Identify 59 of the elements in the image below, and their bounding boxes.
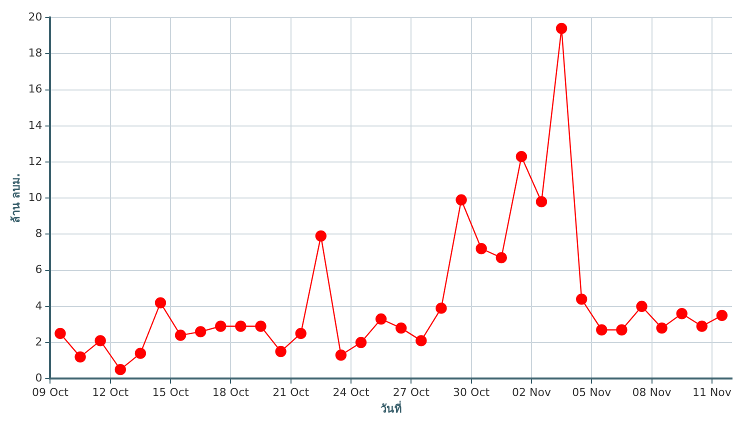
y-tick-label: 14 [28, 118, 42, 132]
y-tick-label: 16 [28, 82, 42, 96]
y-tick-label: 18 [28, 46, 42, 60]
y-tick-label: 6 [35, 263, 42, 276]
y-tick-label: 8 [35, 227, 42, 240]
x-tick-label: 18 Oct [212, 386, 250, 400]
point [315, 230, 327, 242]
x-tick-label: 15 Oct [152, 386, 190, 400]
point [74, 351, 86, 363]
x-axis-title: วันที่ [380, 400, 402, 416]
point [194, 326, 206, 338]
x-tick-label: 27 Oct [392, 386, 430, 400]
x-tick-label: 21 Oct [272, 386, 310, 400]
point [215, 320, 226, 332]
point [616, 324, 628, 336]
point [134, 348, 146, 359]
y-axis-title: ล้าน ลบม. [9, 173, 22, 224]
point [676, 308, 688, 320]
point [295, 328, 306, 340]
x-tick-label: 05 Nov [572, 386, 612, 400]
y-tick-label: 12 [28, 154, 42, 168]
point [355, 336, 367, 348]
x-tick-label: 30 Oct [453, 386, 490, 400]
point [275, 346, 286, 358]
y-tick-label: 10 [28, 190, 42, 204]
x-tick-label: 11 Nov [692, 386, 732, 400]
y-tick-label: 2 [35, 335, 42, 348]
point [476, 243, 487, 254]
point [396, 322, 407, 334]
point [235, 320, 246, 332]
point [576, 294, 588, 305]
x-tick-label: 12 Oct [92, 386, 130, 400]
y-tick-label: 20 [28, 10, 42, 24]
x-tick-label: 09 Oct [32, 386, 70, 400]
point [636, 300, 648, 312]
point [596, 324, 608, 336]
y-tick-label: 4 [35, 299, 42, 312]
point [416, 335, 427, 346]
y-tick-label: 0 [35, 371, 42, 384]
point [94, 335, 106, 346]
point [696, 320, 708, 332]
point [154, 297, 166, 308]
point [556, 22, 568, 34]
point [516, 150, 528, 162]
point [536, 196, 548, 208]
point [436, 302, 447, 314]
point [335, 350, 347, 361]
x-tick-label: 08 Nov [632, 386, 672, 400]
x-tick-label: 02 Nov [512, 386, 552, 400]
point [656, 322, 668, 334]
point [456, 194, 467, 206]
point [496, 252, 507, 264]
point [174, 330, 186, 341]
point [114, 364, 126, 376]
point [375, 313, 387, 325]
x-tick-label: 24 Oct [332, 386, 370, 400]
point [716, 310, 728, 322]
point [54, 328, 66, 340]
point [255, 320, 266, 332]
